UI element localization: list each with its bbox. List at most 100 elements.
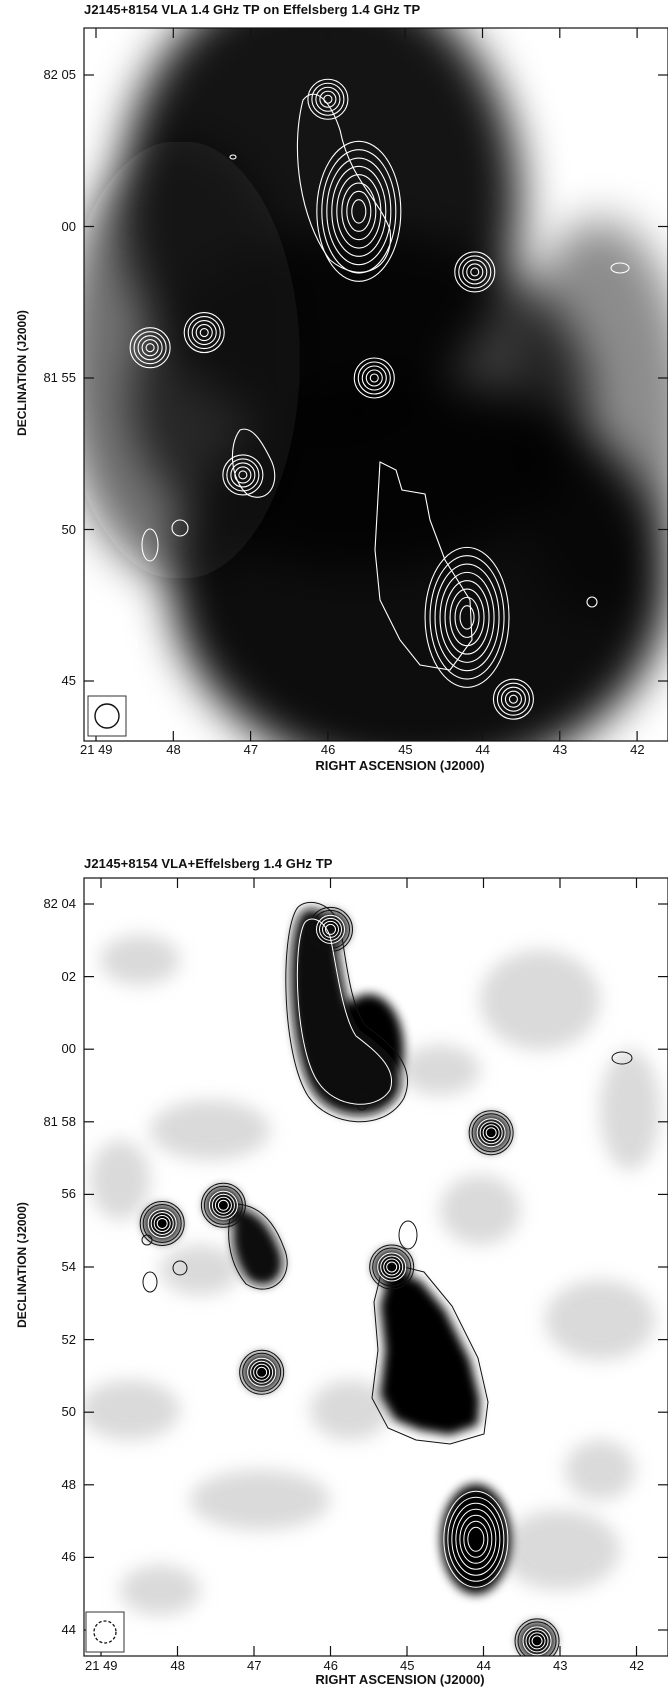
diffuse-emission-west: [84, 140, 300, 580]
source-contour: [316, 140, 402, 282]
x-tick-label: 21 49: [85, 1658, 118, 1673]
source-contour: [321, 149, 397, 274]
source-contour: [504, 690, 522, 708]
source-contour-outer: [468, 1110, 514, 1156]
source-contour: [346, 190, 372, 232]
beam-indicator: [85, 1611, 125, 1653]
source-contour: [326, 157, 392, 266]
chart-title: J2145+8154 VLA+Effelsberg 1.4 GHz TP: [84, 856, 333, 871]
source-contour-inner: [256, 1366, 268, 1378]
source-contour: [128, 638, 138, 650]
y-tick-label: 45: [61, 673, 76, 688]
source-contour-outer: [308, 906, 353, 952]
x-tick-label: 42: [630, 742, 645, 757]
source-contour: [341, 182, 377, 241]
source-contour-outer: [141, 1234, 153, 1246]
source-contour: [610, 262, 630, 274]
chart-title: J2145+8154 VLA 1.4 GHz TP on Effelsberg …: [84, 2, 421, 17]
source-contour: [331, 165, 387, 257]
y-tick-label: 56: [61, 1186, 76, 1202]
source-contour-inner: [380, 1255, 404, 1279]
x-tick-label: 45: [400, 1658, 415, 1673]
contour-layer-inner: [147, 914, 552, 1656]
source-contour-outer: [371, 1261, 489, 1445]
source-contour: [141, 528, 159, 562]
source-contour-outer: [517, 1621, 557, 1656]
noise-patch: [310, 1380, 390, 1440]
source-contour-outer: [228, 1203, 288, 1290]
source-emission-blob: [205, 1187, 242, 1224]
noise-patch: [100, 935, 180, 985]
x-tick-label: 48: [170, 1658, 185, 1673]
source-contour: [458, 255, 492, 289]
source-contour: [311, 82, 345, 116]
y-tick-label: 02: [61, 968, 76, 984]
y-tick-label: 48: [61, 1476, 76, 1492]
source-contour: [353, 357, 395, 399]
source-contour: [454, 596, 480, 638]
y-tick-label: 54: [61, 1259, 76, 1274]
y-tick-label: 44: [61, 1622, 76, 1637]
source-contour-inner: [147, 1208, 177, 1238]
source-contour-inner: [247, 1357, 277, 1387]
source-contour: [374, 461, 473, 671]
source-contour-inner: [479, 1121, 503, 1145]
x-tick-label: 42: [629, 1658, 644, 1673]
source-contour-inner: [443, 1490, 509, 1588]
noise-patch: [400, 1045, 480, 1095]
source-contour-inner: [447, 1496, 505, 1582]
source-contour-inner: [325, 923, 336, 935]
source-contour: [222, 454, 264, 496]
source-contour-inner: [211, 1193, 235, 1217]
y-tick-label: 81 58: [43, 1113, 76, 1129]
source-contour: [296, 93, 391, 273]
y-tick-label: 46: [61, 1549, 76, 1565]
source-contour: [444, 580, 490, 655]
source-emission-blob: [440, 1484, 511, 1595]
source-contour: [454, 251, 496, 293]
source-contour: [171, 519, 189, 537]
source-contour: [230, 462, 256, 488]
source-contour: [434, 563, 500, 672]
source-contour-outer: [372, 1247, 412, 1287]
source-contour: [496, 682, 530, 716]
source-contour-outer: [239, 1349, 285, 1395]
source-contour: [145, 343, 155, 353]
noise-patch: [160, 1245, 240, 1295]
source-contour: [500, 686, 526, 712]
source-contour-inner: [476, 1118, 506, 1148]
source-contour: [187, 315, 221, 350]
source-contour-inner: [253, 1363, 271, 1381]
beam-indicator: [87, 695, 127, 737]
source-contour: [449, 588, 485, 647]
x-tick-label: 44: [476, 1658, 491, 1673]
diffuse-emission-east: [510, 220, 668, 620]
source-emission-blob: [380, 1270, 480, 1435]
noise-patch: [90, 1140, 150, 1220]
x-tick-label: 47: [243, 742, 259, 757]
source-contour-inner: [153, 1214, 171, 1232]
source-contour-inner: [316, 914, 345, 944]
source-contour: [439, 571, 495, 663]
source-contour-inner: [522, 1626, 552, 1656]
source-emission-blob: [519, 1622, 556, 1656]
x-axis-label: RIGHT ASCENSION (J2000): [315, 1672, 485, 1687]
chart-plot-top: [83, 27, 668, 742]
x-axis-label: RIGHT ASCENSION (J2000): [315, 758, 485, 773]
source-contour: [226, 458, 260, 492]
y-axis-label: DECLINATION (J2000): [15, 1202, 29, 1328]
source-contour-inner: [383, 1258, 401, 1276]
noise-patch: [565, 1440, 635, 1500]
source-contour-inner: [482, 1124, 500, 1142]
source-contour-inner: [386, 1261, 398, 1273]
y-tick-label: 50: [61, 521, 76, 537]
source-contour-inner: [214, 1196, 232, 1214]
x-tick-label: 46: [320, 742, 336, 757]
x-tick-label: 48: [166, 742, 181, 757]
source-contour-outer: [398, 1220, 418, 1250]
source-contour-inner: [156, 1217, 168, 1229]
noise-patch: [190, 1470, 330, 1530]
source-contour: [137, 335, 163, 361]
source-contour-outer: [369, 1244, 415, 1290]
source-contour-inner: [531, 1635, 543, 1647]
